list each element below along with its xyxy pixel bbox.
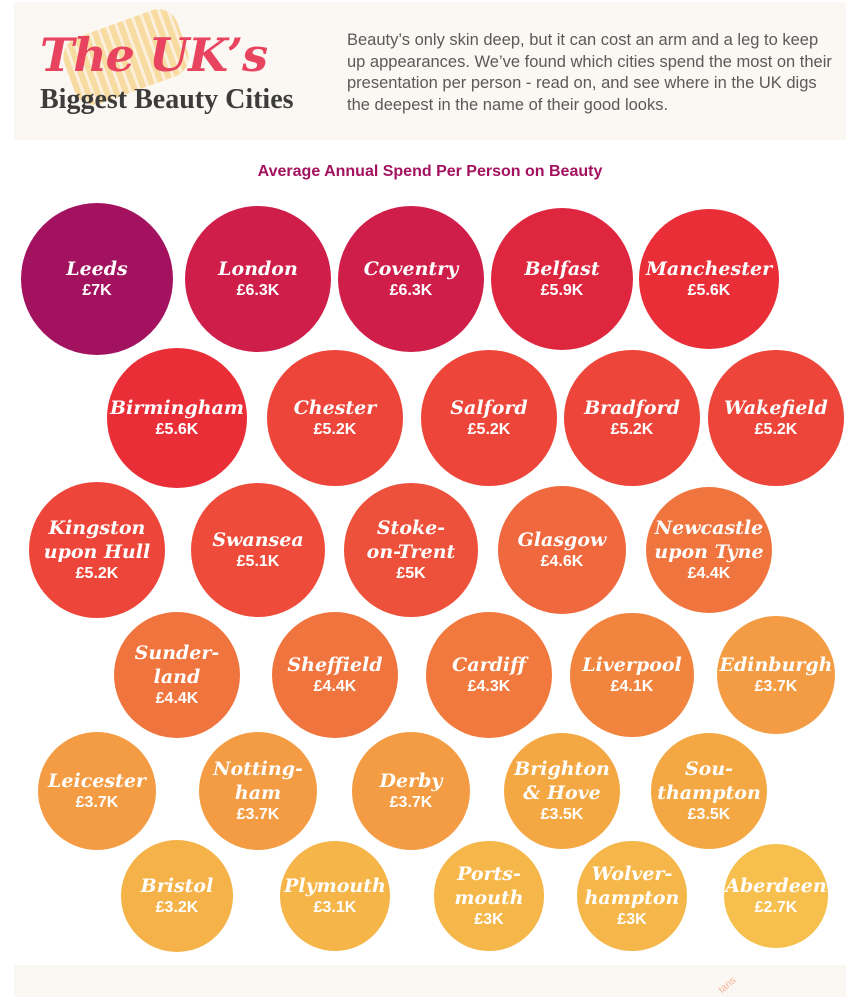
bubble-coventry: Coventry £6.3K <box>337 205 485 353</box>
bubble-value-label: £3.5K <box>540 805 584 823</box>
bubble-city-label: London <box>218 257 298 280</box>
bubble-cardiff: Cardiff £4.3K <box>426 612 552 738</box>
intro-text: Beauty’s only skin deep, but it can cost… <box>347 31 832 114</box>
bubble-value-label: £5.2K <box>75 564 119 582</box>
bubble-value-label: £5.2K <box>313 420 357 438</box>
bubble-sunderland: Sunder- land £4.4K <box>113 611 241 739</box>
bubble-kingston-upon-hull: Kingston upon Hull £5.2K <box>29 482 165 618</box>
footer-panel <box>14 965 846 997</box>
bubble-value-label: £3.1K <box>313 898 357 916</box>
bubble-aberdeen: Aberdeen £2.7K <box>723 843 829 949</box>
bubble-city-label: Plymouth <box>284 874 386 897</box>
bubble-newcastle-upon-tyne: Newcastle upon Tyne £4.4K <box>645 486 773 614</box>
bubble-city-label: Bristol <box>140 874 214 897</box>
bubble-city-label: Stoke- on-Trent <box>366 516 456 563</box>
bubble-city-label: Sheffield <box>287 653 383 676</box>
chart-title: Average Annual Spend Per Person on Beaut… <box>257 163 603 180</box>
bubble-derby: Derby £3.7K <box>351 731 471 851</box>
bubble-value-label: £4.1K <box>610 677 654 695</box>
bubble-value-label: £3.7K <box>75 793 119 811</box>
bubble-city-label: Edinburgh <box>719 653 833 676</box>
bubble-nottingham: Notting- ham £3.7K <box>198 731 318 851</box>
bubble-city-label: Swansea <box>212 528 304 551</box>
bubble-value-label: £7K <box>82 281 112 299</box>
bubble-value-label: £4.6K <box>540 552 584 570</box>
bubble-value-label: £5.6K <box>155 420 199 438</box>
bubble-wolverhampton: Wolver- hampton £3K <box>577 841 687 951</box>
bubble-city-label: Brighton & Hove <box>514 757 610 804</box>
bubble-value-label: £3.5K <box>687 805 731 823</box>
bubble-belfast: Belfast £5.9K <box>490 207 634 351</box>
bubble-city-label: Belfast <box>524 257 600 280</box>
bubble-swansea: Swansea £5.1K <box>190 482 326 618</box>
bubble-value-label: £3K <box>617 910 647 928</box>
page-subtitle: Biggest Beauty Cities <box>40 84 294 115</box>
bubble-value-label: £4.4K <box>155 689 199 707</box>
bubble-city-label: Birmingham <box>110 396 244 419</box>
bubble-city-label: Manchester <box>645 257 773 280</box>
page-title: The UK’s <box>40 28 268 82</box>
bubble-liverpool: Liverpool £4.1K <box>570 613 694 737</box>
bubble-value-label: £5.2K <box>610 420 654 438</box>
bubble-value-label: £5K <box>396 564 426 582</box>
bubble-value-label: £2.7K <box>754 898 798 916</box>
bubble-bradford: Bradford £5.2K <box>564 350 700 486</box>
bubble-stoke-on-trent: Stoke- on-Trent £5K <box>344 483 478 617</box>
bubble-birmingham: Birmingham £5.6K <box>107 348 247 488</box>
bubble-southampton: Sou- thampton £3.5K <box>651 733 767 849</box>
bubble-leeds: Leeds £7K <box>20 202 174 356</box>
bubble-value-label: £6.3K <box>236 281 280 299</box>
bubble-salford: Salford £5.2K <box>421 350 557 486</box>
bubble-city-label: Derby <box>379 769 443 792</box>
bubble-city-label: Kingston upon Hull <box>43 516 151 563</box>
bubble-city-label: Wakefield <box>724 396 828 419</box>
bubble-city-label: Leeds <box>66 257 128 280</box>
bubble-value-label: £5.2K <box>754 420 798 438</box>
bubble-value-label: £3.2K <box>155 898 199 916</box>
bubble-value-label: £6.3K <box>389 281 433 299</box>
bubble-value-label: £5.2K <box>467 420 511 438</box>
bubble-manchester: Manchester £5.6K <box>639 209 779 349</box>
bubble-city-label: Aberdeen <box>725 874 827 897</box>
bubble-city-label: Coventry <box>363 257 459 280</box>
bubble-value-label: £3.7K <box>236 805 280 823</box>
bubble-edinburgh: Edinburgh £3.7K <box>716 615 836 735</box>
bubble-city-label: Salford <box>450 396 528 419</box>
bubble-value-label: £4.4K <box>313 677 357 695</box>
bubble-city-label: Newcastle upon Tyne <box>654 516 764 563</box>
bubble-value-label: £5.9K <box>540 281 584 299</box>
bubble-wakefield: Wakefield £5.2K <box>708 350 844 486</box>
bubble-city-label: Glasgow <box>517 528 607 551</box>
bubble-value-label: £3.7K <box>754 677 798 695</box>
bubble-chester: Chester £5.2K <box>267 350 403 486</box>
bubble-value-label: £4.3K <box>467 677 511 695</box>
bubble-city-label: Leicester <box>48 769 146 792</box>
bubble-city-label: Bradford <box>584 396 680 419</box>
bubble-brighton-hove: Brighton & Hove £3.5K <box>504 733 620 849</box>
bubble-bristol: Bristol £3.2K <box>121 840 233 952</box>
bubble-value-label: £3K <box>474 910 504 928</box>
bubble-london: London £6.3K <box>184 205 332 353</box>
bubble-city-label: Sou- thampton <box>657 757 761 804</box>
bubble-city-label: Notting- ham <box>213 757 303 804</box>
bubble-value-label: £5.1K <box>236 552 280 570</box>
bubble-plymouth: Plymouth £3.1K <box>279 840 391 952</box>
bubble-value-label: £5.6K <box>687 281 731 299</box>
bubble-leicester: Leicester £3.7K <box>37 731 157 851</box>
bubble-city-label: Liverpool <box>582 653 682 676</box>
bubble-sheffield: Sheffield £4.4K <box>271 611 399 739</box>
bubble-city-label: Wolver- hampton <box>584 862 680 909</box>
bubble-city-label: Sunder- land <box>134 641 220 688</box>
bubble-value-label: £4.4K <box>687 564 731 582</box>
bubble-portsmouth: Ports- mouth £3K <box>434 841 544 951</box>
bubble-glasgow: Glasgow £4.6K <box>497 485 627 615</box>
bubble-city-label: Chester <box>293 396 377 419</box>
bubble-value-label: £3.7K <box>389 793 433 811</box>
bubble-city-label: Cardiff <box>452 653 526 676</box>
bubble-city-label: Ports- mouth <box>454 862 524 909</box>
